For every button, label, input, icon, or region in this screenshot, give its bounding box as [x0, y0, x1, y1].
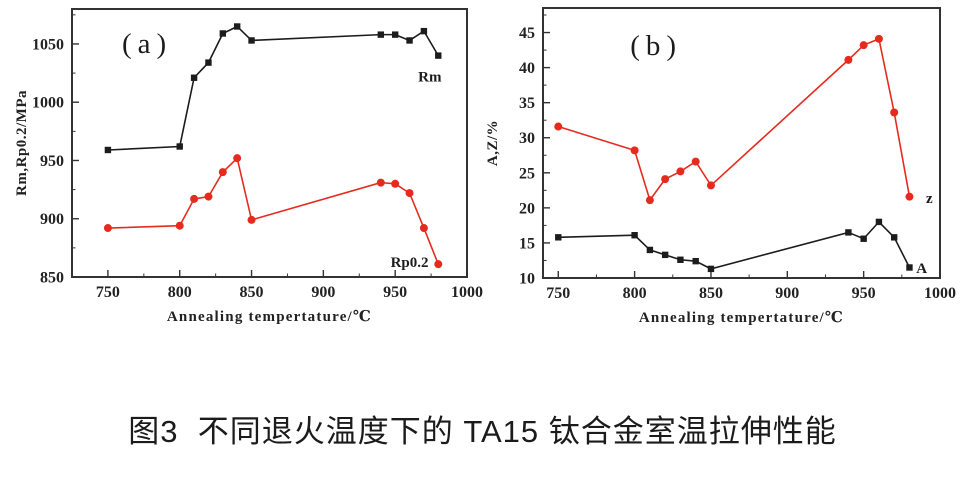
x-axis-title: Annealing tempertature/℃: [639, 310, 844, 326]
charts-row: 750 800 850 900 950 1000 850 900 950 1000 1050 Anne…: [14, 7, 956, 326]
series-line-a: [558, 220, 911, 270]
data-point-z: [706, 181, 715, 190]
data-point-z: [859, 41, 868, 50]
panel-label: (b): [630, 30, 682, 62]
data-point-rm: [248, 37, 255, 44]
series-label-a: A: [916, 261, 927, 277]
data-point-z: [890, 108, 899, 117]
data-point-a: [890, 234, 898, 241]
panel-label: (a): [122, 28, 172, 60]
y-tick-label: 25: [519, 165, 535, 182]
y-tick-label: 40: [519, 60, 535, 77]
series-line-rp0.2: [107, 156, 440, 265]
y-tick-label: 45: [519, 25, 535, 42]
x-tick-label: 850: [240, 284, 264, 301]
data-point-a: [555, 234, 562, 241]
data-point-z: [676, 167, 685, 176]
data-point-rp0.2: [434, 260, 443, 269]
data-point-a: [860, 235, 867, 242]
data-point-z: [645, 196, 654, 205]
data-point-rp0.2: [376, 178, 385, 187]
x-tick-label: 1000: [924, 285, 956, 302]
series-line-z: [558, 37, 911, 202]
x-tick-label: 1000: [451, 284, 483, 301]
x-tick-label: 850: [699, 285, 723, 302]
x-tick-label: 900: [311, 284, 335, 301]
data-point-rp0.2: [218, 168, 227, 177]
y-tick-label: 15: [519, 235, 535, 252]
data-point-a: [692, 257, 699, 265]
data-point-rp0.2: [204, 192, 213, 201]
y-tick-label: 1050: [32, 36, 64, 53]
series-label-rm: Rm: [418, 70, 442, 86]
chart-b-ductility-plot: 750 800 850 900 950 1000 10 15 20 25 30 35 40 45 Annea…: [485, 7, 956, 326]
x-tick-label: 950: [852, 285, 876, 302]
x-tick-label: 800: [168, 284, 192, 301]
data-point-a: [646, 246, 654, 254]
data-point-rp0.2: [419, 224, 428, 233]
data-point-rm: [205, 59, 212, 66]
data-point-rm: [420, 27, 428, 35]
y-tick-label: 10: [519, 271, 535, 288]
figure-caption: 图3 不同退火温度下的 TA15 钛合金室温拉伸性能 (a)抗拉强度和屈服强度，…: [0, 378, 965, 479]
data-point-z: [691, 157, 700, 166]
y-axis-title: A,Z/%: [485, 120, 501, 166]
data-point-rm: [190, 74, 198, 81]
x-axis-title: Annealing tempertature/℃: [167, 309, 372, 325]
y-tick-label: 35: [519, 95, 535, 112]
data-point-a: [661, 251, 669, 259]
data-point-rp0.2: [190, 194, 199, 203]
y-axis-title: Rm,Rp0.2/MPa: [14, 90, 30, 196]
data-point-rm: [233, 23, 241, 30]
x-tick-label: 900: [775, 285, 799, 302]
data-point-a: [845, 229, 852, 236]
x-tick-label: 950: [383, 284, 407, 301]
x-tick-label: 750: [96, 284, 120, 301]
data-point-z: [661, 175, 670, 184]
data-point-rm: [391, 31, 399, 38]
y-tick-label: 30: [519, 130, 535, 147]
data-point-rm: [219, 30, 227, 37]
x-tick-label: 750: [546, 285, 570, 302]
data-point-a: [631, 232, 638, 239]
data-point-z: [874, 34, 883, 43]
data-point-a: [875, 218, 883, 226]
data-point-rm: [377, 31, 385, 38]
data-point-rm: [176, 143, 183, 150]
data-point-a: [707, 265, 715, 273]
figure-caption-title: 图3 不同退火温度下的 TA15 钛合金室温拉伸性能: [128, 414, 837, 449]
y-tick-label: 850: [40, 270, 64, 287]
data-point-rm: [435, 52, 442, 59]
data-point-rp0.2: [391, 179, 400, 188]
data-point-a: [677, 256, 684, 263]
plot-border: [71, 8, 468, 278]
y-tick-label: 950: [40, 153, 64, 170]
data-point-rp0.2: [405, 189, 414, 198]
series-label-rp0.2: Rp0.2: [391, 255, 429, 271]
y-tick-label: 900: [40, 211, 64, 228]
data-point-a: [906, 264, 913, 271]
data-point-rp0.2: [233, 154, 242, 163]
data-point-z: [844, 55, 853, 64]
series-label-z: z: [926, 191, 933, 207]
data-point-rp0.2: [175, 221, 184, 230]
data-point-rm: [406, 37, 413, 44]
data-point-z: [630, 146, 639, 155]
data-point-z: [905, 192, 914, 201]
y-tick-label: 20: [519, 200, 535, 217]
chart-a-strength-plot: 750 800 850 900 950 1000 850 900 950 1000 1050 Anne…: [14, 8, 483, 325]
data-point-z: [554, 122, 563, 131]
x-tick-label: 800: [623, 285, 647, 302]
data-point-rp0.2: [247, 215, 256, 224]
y-tick-label: 1000: [32, 95, 64, 112]
plot-border: [542, 7, 941, 279]
data-point-rp0.2: [103, 224, 112, 233]
data-point-rm: [104, 146, 112, 154]
